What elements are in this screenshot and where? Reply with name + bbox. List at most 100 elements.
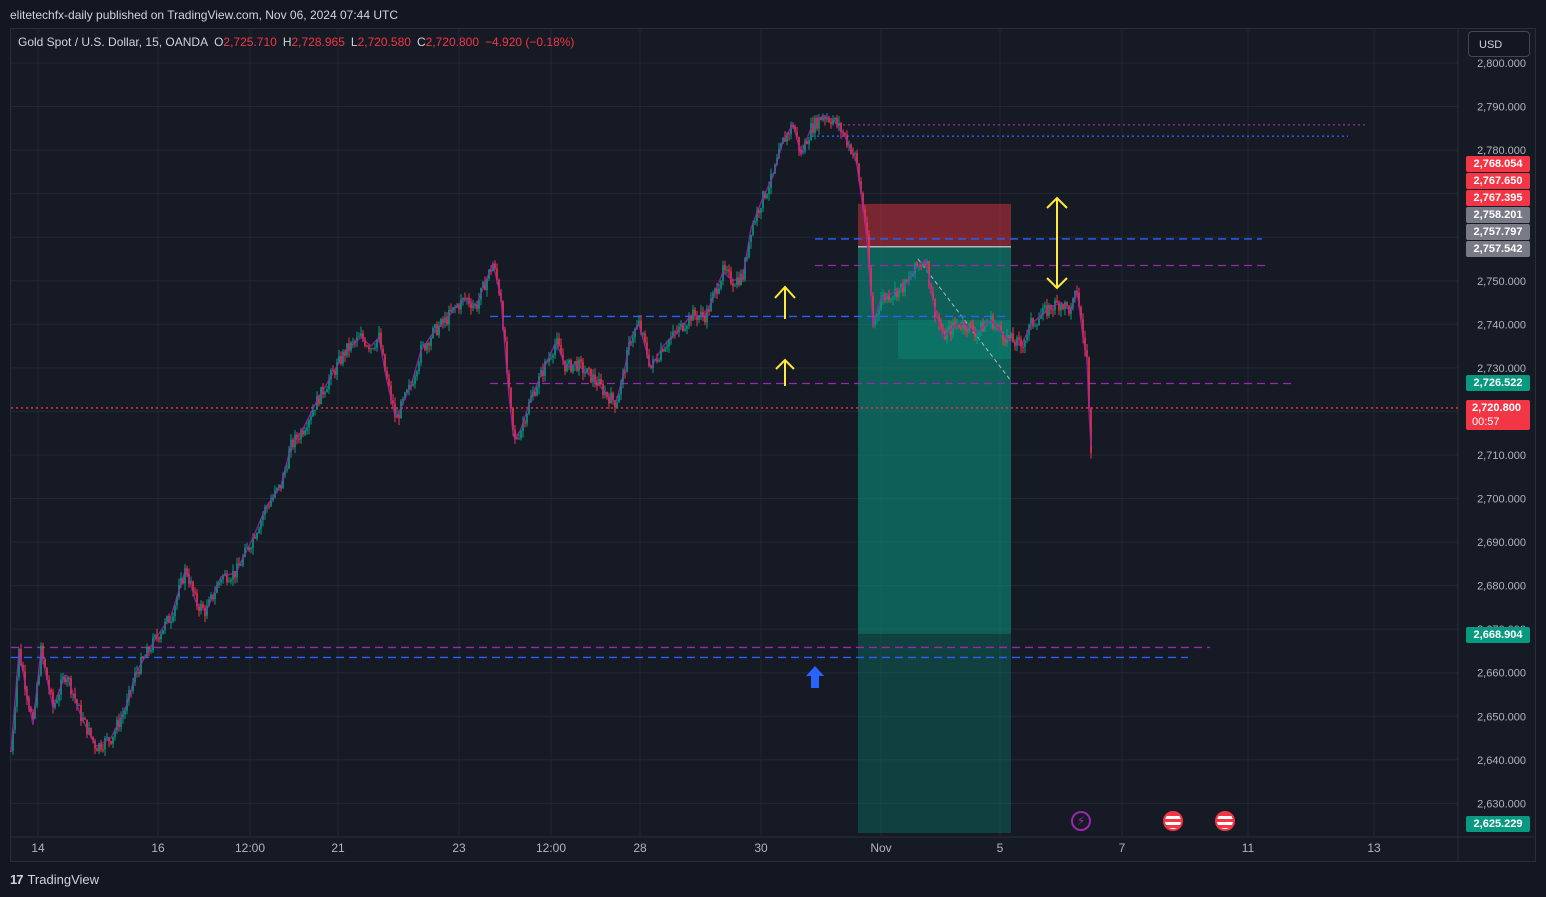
tradingview-logo[interactable]: 17 TradingView: [10, 872, 99, 887]
candle-body: [1042, 307, 1044, 316]
candle-body: [804, 141, 806, 152]
candle-body: [766, 194, 768, 199]
candle-body: [840, 123, 842, 132]
candle-body: [312, 410, 314, 417]
currency-button[interactable]: USD: [1468, 31, 1530, 57]
candle-body: [38, 675, 40, 685]
candle-body: [198, 606, 200, 611]
candle-body: [584, 372, 586, 374]
candle-body: [924, 264, 926, 267]
candle-body: [666, 346, 668, 349]
countdown-timer: 00:57: [1472, 416, 1500, 428]
candle-body: [214, 592, 216, 600]
candle-body: [980, 322, 982, 331]
candle-body: [472, 305, 474, 309]
candle-body: [598, 378, 600, 386]
close-label: C: [416, 35, 426, 49]
candle-body: [810, 123, 812, 141]
candle-body: [760, 208, 762, 213]
candle-body: [818, 117, 820, 129]
candle-body: [478, 299, 480, 309]
candle-body: [310, 416, 312, 421]
last-price-tag: 2,720.800 00:57: [1466, 400, 1530, 430]
candle-body: [694, 309, 696, 316]
candle-body: [492, 263, 494, 272]
candle-body: [48, 679, 50, 690]
candle-body: [768, 188, 770, 195]
candle-body: [788, 133, 790, 135]
candle-body: [332, 370, 334, 372]
candle-body: [906, 279, 908, 282]
candle-body: [536, 387, 538, 396]
candle-body: [190, 581, 192, 584]
candle-body: [318, 395, 320, 405]
short-position-tool: [858, 203, 1012, 833]
candle-body: [962, 322, 964, 329]
price-tag: 2,757.542: [1466, 241, 1530, 257]
candle-body: [102, 749, 104, 751]
candle-body: [302, 430, 304, 435]
candle-body: [724, 265, 726, 271]
candle-body: [262, 514, 264, 521]
candle-body: [458, 305, 460, 310]
candle-body: [22, 665, 24, 672]
candle-body: [612, 392, 614, 401]
candle-body: [960, 327, 962, 329]
candle-body: [122, 714, 124, 718]
candle-body: [898, 287, 900, 297]
candle-body: [590, 368, 592, 383]
candle-body: [1036, 325, 1038, 327]
symbol-name[interactable]: Gold Spot / U.S. Dollar, 15, OANDA: [18, 35, 209, 49]
candle-body: [408, 384, 410, 390]
candle-body: [522, 422, 524, 431]
time-axis-label: 12:00: [235, 841, 265, 855]
extended-zone: [858, 633, 1011, 833]
candle-body: [520, 430, 522, 439]
price-axis-label: 2,630.000: [1477, 798, 1526, 810]
blue-up-arrow-icon: [806, 666, 824, 688]
candle-body: [902, 283, 904, 293]
top-bar: elitetechfx-daily published on TradingVi…: [0, 0, 1546, 28]
time-axis-label: 30: [754, 841, 768, 855]
candle-body: [210, 594, 212, 600]
candle-body: [64, 677, 66, 683]
candle-body: [784, 137, 786, 142]
candle-body: [940, 323, 942, 331]
time-axis-label: 12:00: [536, 841, 566, 855]
candle-body: [430, 337, 432, 346]
candle-body: [352, 341, 354, 343]
candle-body: [634, 329, 636, 338]
candle-body: [844, 132, 846, 136]
candle-body: [1038, 318, 1040, 326]
candle-body: [544, 361, 546, 377]
price-series: [10, 113, 1092, 757]
candle-body: [376, 339, 378, 348]
candle-body: [424, 343, 426, 350]
candle-body: [970, 323, 972, 326]
candle-body: [438, 325, 440, 336]
candle-body: [748, 242, 750, 258]
candle-body: [338, 356, 340, 363]
candle-body: [568, 360, 570, 364]
candle-body: [208, 599, 210, 606]
price-axis-label: 2,730.000: [1477, 363, 1526, 375]
candle-body: [888, 294, 890, 301]
symbol-legend[interactable]: Gold Spot / U.S. Dollar, 15, OANDA O2,72…: [18, 35, 574, 49]
candle-body: [368, 346, 370, 349]
candle-body: [404, 392, 406, 399]
candle-body: [644, 333, 646, 343]
candle-body: [84, 718, 86, 720]
candle-body: [662, 349, 664, 352]
candle-body: [658, 360, 660, 362]
candle-body: [660, 349, 662, 361]
chart-area[interactable]: [10, 28, 1536, 862]
candle-body: [132, 682, 134, 691]
candle-body: [942, 330, 944, 332]
us-flag-event-icon[interactable]: [1163, 811, 1183, 831]
candle-body: [928, 261, 930, 284]
candle-body: [938, 316, 940, 324]
candle-body: [682, 323, 684, 331]
lightning-event-icon[interactable]: ⚡: [1071, 811, 1091, 831]
us-flag-event-icon[interactable]: [1215, 811, 1235, 831]
